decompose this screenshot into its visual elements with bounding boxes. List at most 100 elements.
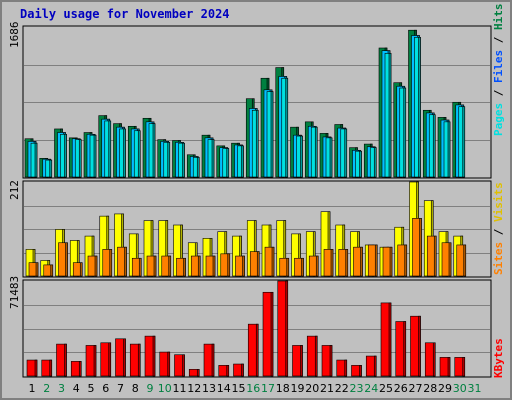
pages-bar-shadow — [196, 157, 200, 178]
kbytes-bar-shadow — [462, 357, 466, 377]
pages-bar-shadow — [418, 37, 421, 178]
kbytes-bar-shadow — [329, 345, 333, 377]
legend-sites: Sites — [492, 242, 505, 275]
kbytes-bar-shadow — [373, 355, 377, 377]
kbytes-bar-shadow — [78, 361, 82, 377]
kbytes-bar-shadow — [211, 343, 215, 377]
day-label: 10 — [158, 382, 172, 395]
kbytes-bar-shadow — [137, 343, 141, 377]
day-label: 27 — [409, 382, 423, 395]
sites-bar-shadow — [286, 257, 290, 277]
sites-bar-shadow — [271, 246, 275, 277]
bars — [24, 29, 467, 377]
pages-bar-shadow — [64, 133, 67, 178]
sites-bar-shadow — [227, 253, 231, 277]
legend-separator: / — [492, 83, 505, 103]
kbytes-bar-shadow — [241, 363, 244, 377]
sites-bar-shadow — [256, 251, 260, 277]
kbytes-bar-shadow — [226, 365, 230, 377]
kbytes-bar-shadow — [314, 335, 318, 377]
kbytes-bar-shadow — [447, 357, 451, 377]
pages-bar-shadow — [255, 109, 259, 178]
kbytes-bar-shadow — [388, 302, 392, 377]
sites-bar-shadow — [79, 262, 83, 277]
sites-bar-shadow — [374, 244, 378, 277]
pages-bar-shadow — [329, 137, 333, 178]
pages-bar-shadow — [462, 106, 466, 178]
sites-bar-shadow — [463, 244, 467, 277]
kbytes-bar-shadow — [64, 343, 67, 377]
kbytes-bar-shadow — [255, 323, 259, 377]
sites-bar-shadow — [168, 255, 172, 277]
kbytes-bar-shadow — [300, 345, 303, 377]
day-label: 23 — [350, 382, 364, 395]
sites-bar-shadow — [404, 244, 408, 277]
sites-bar-shadow — [183, 257, 186, 277]
day-label: 18 — [276, 382, 290, 395]
kbytes-bar-shadow — [182, 354, 185, 377]
sites-bar-shadow — [360, 246, 363, 277]
day-label: 6 — [102, 382, 109, 395]
day-label: 29 — [438, 382, 452, 395]
day-label: 2 — [43, 382, 50, 395]
pages-bar-shadow — [359, 150, 362, 178]
kbytes-bar-shadow — [123, 338, 126, 377]
kbytes-bar-shadow — [49, 359, 53, 377]
day-label: 11 — [173, 382, 187, 395]
kbytes-bar-shadow — [359, 365, 362, 377]
bottom-panel-max-label: 71483 — [8, 276, 21, 309]
pages-bar-shadow — [123, 128, 126, 178]
pages-bar-shadow — [300, 135, 303, 178]
kbytes-bar-shadow — [270, 291, 274, 377]
day-label: 1 — [29, 382, 36, 395]
bottom-panel-legend: KBytes — [492, 338, 505, 378]
day-label: 9 — [147, 382, 154, 395]
sites-bar-shadow — [345, 249, 349, 277]
top-panel-legend: Pages / Files / Hits — [492, 4, 505, 137]
day-label: 26 — [394, 382, 408, 395]
kbytes-bar-shadow — [285, 280, 289, 377]
day-label: 8 — [132, 382, 139, 395]
day-label: 4 — [73, 382, 80, 395]
sites-bar-shadow — [35, 262, 39, 277]
kbytes-bar-shadow — [34, 359, 38, 377]
kbytes-bar-shadow — [344, 359, 348, 377]
legend-kbytes: KBytes — [492, 338, 505, 378]
legend-hits: Hits — [492, 4, 505, 31]
sites-bar-shadow — [94, 255, 98, 277]
day-label: 16 — [246, 382, 260, 395]
pages-bar-shadow — [447, 121, 451, 178]
sites-bar-shadow — [153, 255, 157, 277]
day-label: 31 — [468, 382, 482, 395]
sites-bar-shadow — [50, 264, 54, 277]
pages-bar-shadow — [152, 123, 156, 178]
kbytes-bar-shadow — [432, 342, 436, 377]
pages-bar-shadow — [137, 130, 141, 178]
pages-bar-shadow — [167, 142, 171, 178]
day-label: 15 — [232, 382, 246, 395]
pages-bar-shadow — [108, 120, 112, 178]
legend-separator: / — [492, 30, 505, 50]
legend-pages: Pages — [492, 103, 505, 136]
day-label: 7 — [117, 382, 124, 395]
legend-files: Files — [492, 50, 505, 83]
sites-bar-shadow — [301, 257, 304, 277]
pages-bar-shadow — [373, 147, 377, 178]
pages-bar-shadow — [34, 142, 38, 178]
middle-panel-legend: Sites / Visits — [492, 182, 505, 275]
sites-bar-shadow — [109, 249, 113, 277]
pages-bar-shadow — [211, 139, 215, 178]
sites-bar-shadow — [242, 255, 245, 277]
sites-bar-shadow — [138, 257, 142, 277]
top-panel-max-label: 1686 — [8, 22, 21, 49]
sites-bar-shadow — [389, 246, 393, 277]
day-label: 17 — [261, 382, 275, 395]
sites-bar-shadow — [197, 255, 201, 277]
kbytes-bar-shadow — [196, 369, 200, 377]
pages-bar-shadow — [314, 126, 318, 178]
pages-bar-shadow — [344, 128, 348, 178]
day-label: 22 — [335, 382, 349, 395]
pages-bar-shadow — [241, 145, 244, 178]
sites-bar-shadow — [448, 242, 452, 277]
